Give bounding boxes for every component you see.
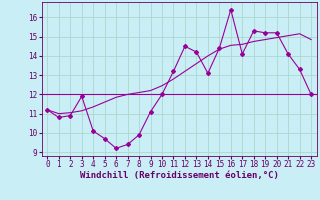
X-axis label: Windchill (Refroidissement éolien,°C): Windchill (Refroidissement éolien,°C): [80, 171, 279, 180]
